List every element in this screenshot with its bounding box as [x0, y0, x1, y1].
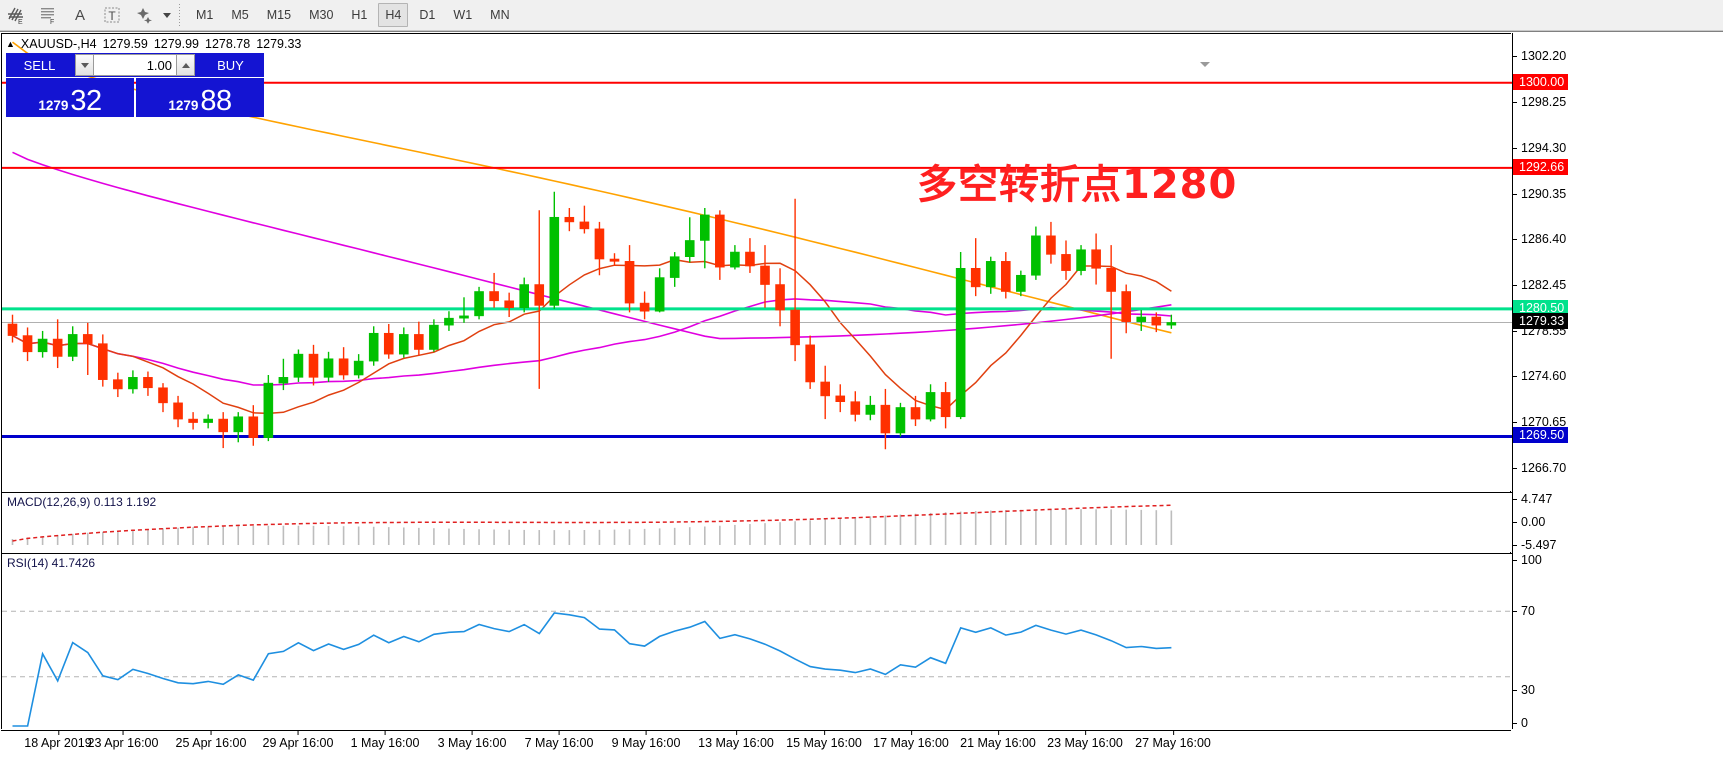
- indicators-icon[interactable]: E: [0, 1, 32, 29]
- price-tick: 1294.30: [1513, 141, 1566, 155]
- chart-plot-border: MACD(12,26,9) 0.113 1.192 RSI(14) 41.742…: [1, 33, 1512, 729]
- time-tick: 13 May 16:00: [698, 730, 774, 750]
- rsi-svg: [2, 610, 1512, 727]
- price-level-badge[interactable]: 1292.66: [1513, 158, 1569, 175]
- ohlc-close: 1279.33: [256, 37, 302, 51]
- rsi-tick: 100: [1513, 553, 1542, 567]
- ohlc-open: 1279.59: [102, 37, 148, 51]
- text-label-icon[interactable]: T: [96, 1, 128, 29]
- collapse-arrow-icon[interactable]: ▲: [6, 38, 15, 49]
- rsi-tick: 70: [1513, 604, 1535, 618]
- price-tick: 1282.45: [1513, 278, 1566, 292]
- time-tick: 21 May 16:00: [960, 730, 1036, 750]
- time-tick: 23 May 16:00: [1047, 730, 1123, 750]
- timeframe-m1[interactable]: M1: [196, 8, 214, 22]
- timeframe-m15[interactable]: M15: [266, 8, 292, 22]
- timeframe-d1[interactable]: D1: [419, 8, 436, 22]
- time-tick: 25 Apr 16:00: [176, 730, 246, 750]
- time-tick: 27 May 16:00: [1135, 730, 1211, 750]
- price-level-badge[interactable]: 1279.33: [1513, 313, 1569, 330]
- symbol-header: ▲ XAUUSD-,H4 1279.59 1279.99 1278.78 127…: [6, 36, 301, 52]
- time-tick: 7 May 16:00: [525, 730, 593, 750]
- buy-button[interactable]: BUY: [197, 53, 264, 77]
- timeframe-h1[interactable]: H1: [351, 8, 368, 22]
- sell-button[interactable]: SELL: [6, 53, 73, 77]
- macd-label: MACD(12,26,9) 0.113 1.192: [7, 495, 157, 509]
- macd-svg: [11, 504, 1173, 545]
- timeframe-w1[interactable]: W1: [453, 8, 473, 22]
- buy-price-fraction: 88: [200, 85, 232, 117]
- price-level-badge[interactable]: 1280.50: [1513, 299, 1569, 316]
- time-tick: 18 Apr 2019: [24, 730, 92, 750]
- toolbar: E F A T: [0, 0, 1723, 31]
- sell-price-integer: 1279: [38, 98, 69, 113]
- sell-price-fraction: 32: [70, 85, 102, 117]
- objects-icon[interactable]: [128, 1, 160, 29]
- price-tick: 1298.25: [1513, 95, 1566, 109]
- sell-price[interactable]: 1279 32: [6, 78, 134, 117]
- price-tick: 1274.60: [1513, 369, 1566, 383]
- oct-price-row: 1279 32 1279 88: [6, 78, 264, 117]
- time-tick: 1 May 16:00: [351, 730, 419, 750]
- price-candles-svg: [2, 41, 1512, 450]
- rsi-pane[interactable]: RSI(14) 41.7426: [2, 553, 1512, 729]
- grid-icon[interactable]: F: [32, 1, 64, 29]
- one-click-trading-panel[interactable]: SELL 1.00 BUY 1279 32 1279 88: [6, 53, 264, 117]
- text-icon[interactable]: A: [74, 6, 85, 24]
- oct-top-row: SELL 1.00 BUY: [6, 53, 264, 77]
- objects-dropdown-caret[interactable]: [160, 1, 174, 29]
- price-tick: 1302.20: [1513, 49, 1566, 63]
- volume-stepper[interactable]: 1.00: [73, 53, 197, 77]
- volume-decrease-button[interactable]: [75, 54, 94, 76]
- volume-input[interactable]: 1.00: [94, 54, 176, 76]
- time-tick: 15 May 16:00: [786, 730, 862, 750]
- timeframe-mn[interactable]: MN: [490, 8, 510, 22]
- svg-text:T: T: [108, 9, 116, 23]
- volume-increase-button[interactable]: [176, 54, 195, 76]
- price-scale[interactable]: 1302.20 1298.25 1294.30 1290.35 1286.40 1282.…: [1512, 33, 1722, 730]
- rsi-tick: 0: [1513, 716, 1528, 730]
- chart-area: MACD(12,26,9) 0.113 1.192 RSI(14) 41.742…: [0, 31, 1723, 757]
- time-tick: 23 Apr 16:00: [88, 730, 158, 750]
- timeframe-m30[interactable]: M30: [309, 8, 334, 22]
- timeframe-group: M1 M5 M15 M30 H1 H4 D1 W1 MN: [187, 3, 519, 27]
- price-tick: 1286.40: [1513, 232, 1566, 246]
- buy-price[interactable]: 1279 88: [136, 78, 264, 117]
- macd-tick: 4.747: [1513, 492, 1552, 506]
- macd-pane[interactable]: MACD(12,26,9) 0.113 1.192: [2, 492, 1512, 552]
- price-tick: 1290.35: [1513, 187, 1566, 201]
- svg-text:E: E: [18, 19, 23, 25]
- buy-price-integer: 1279: [168, 98, 199, 113]
- macd-tick: -5.497: [1513, 538, 1556, 552]
- time-scale[interactable]: 18 Apr 2019 23 Apr 16:00 25 Apr 16:00 29 Ap…: [1, 730, 1511, 757]
- time-tick: 17 May 16:00: [873, 730, 949, 750]
- ohlc-high: 1279.99: [153, 37, 200, 51]
- time-tick: 9 May 16:00: [612, 730, 680, 750]
- symbol-name: XAUUSD-,H4: [20, 37, 97, 51]
- price-level-badge[interactable]: 1300.00: [1513, 73, 1569, 90]
- price-level-badge[interactable]: 1269.50: [1513, 427, 1569, 444]
- rsi-label: RSI(14) 41.7426: [7, 556, 96, 570]
- svg-text:F: F: [50, 19, 54, 25]
- price-tick: 1266.70: [1513, 461, 1566, 475]
- macd-tick: 0.00: [1513, 515, 1545, 529]
- rsi-tick: 30: [1513, 683, 1535, 697]
- toolbar-separator: [179, 4, 180, 26]
- timeframe-h4[interactable]: H4: [378, 3, 409, 27]
- timeframe-m5[interactable]: M5: [231, 8, 249, 22]
- chart-annotation-text: 多空转折点1280: [917, 162, 1238, 208]
- ohlc-low: 1278.78: [205, 37, 251, 51]
- time-tick: 3 May 16:00: [438, 730, 506, 750]
- chart-scroll-marker: [1200, 62, 1210, 67]
- time-tick: 29 Apr 16:00: [263, 730, 333, 750]
- price-tick: 1270.65: [1513, 415, 1566, 429]
